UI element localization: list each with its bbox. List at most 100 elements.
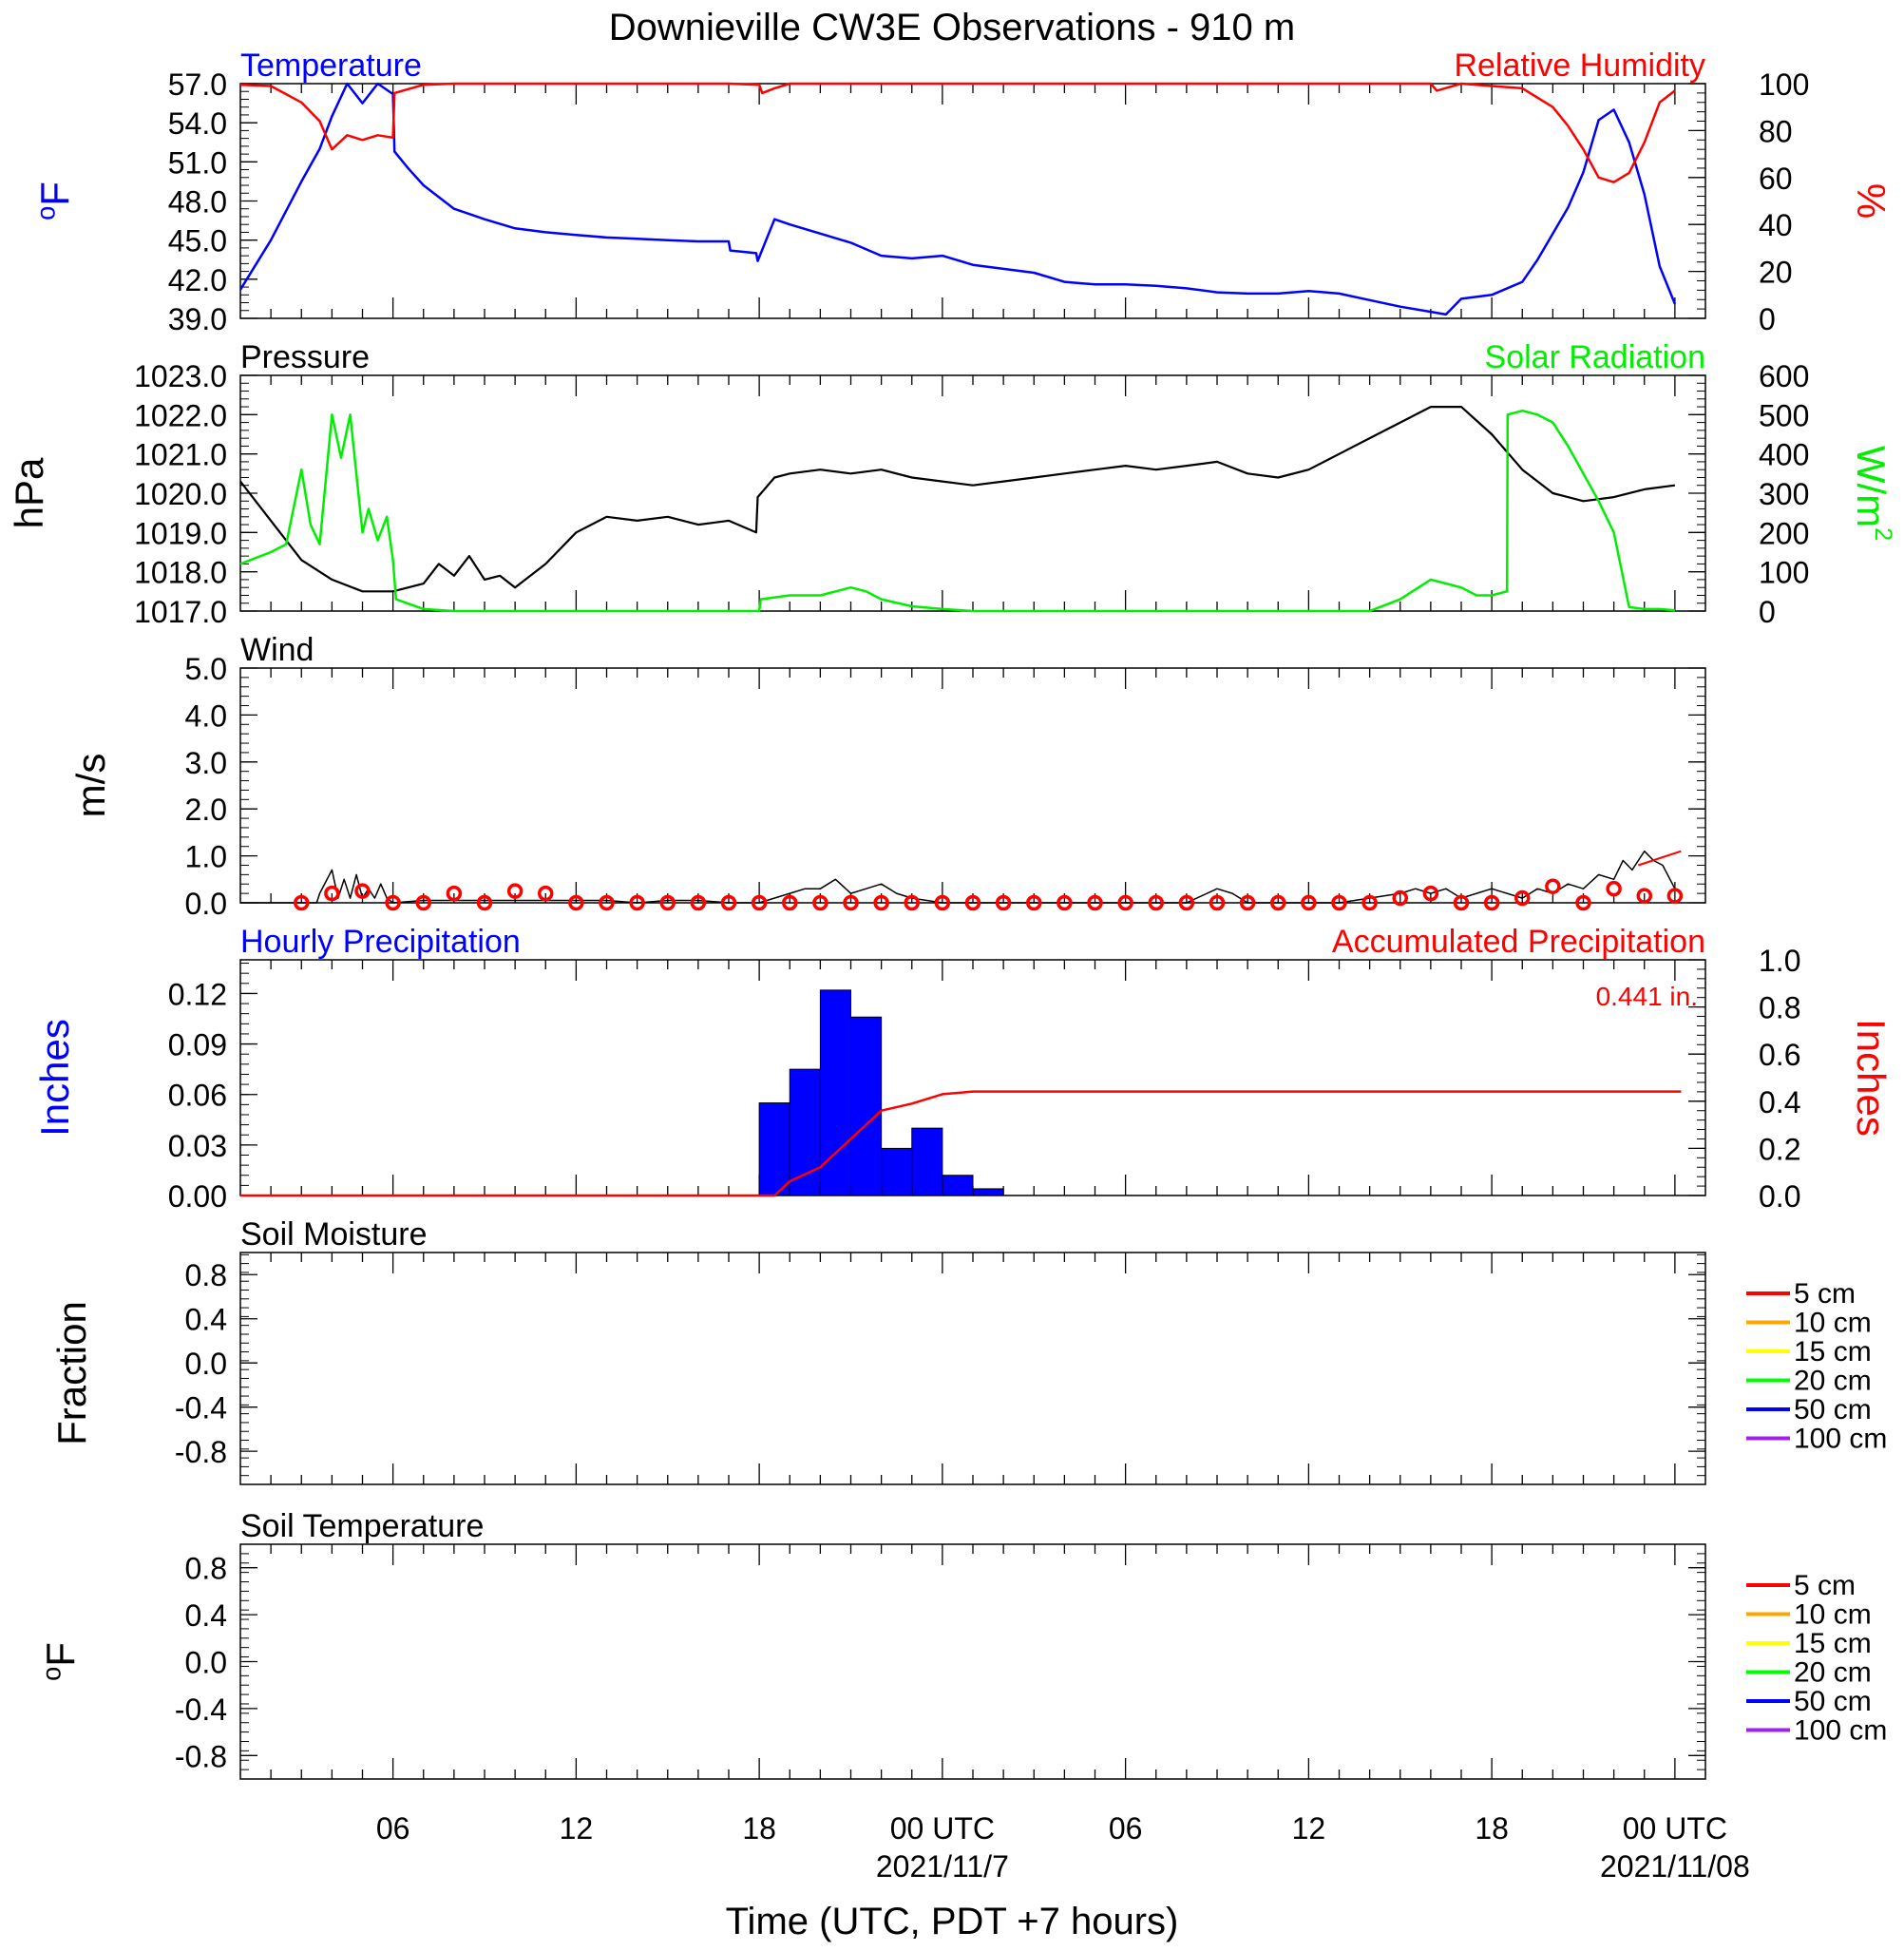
gust-marker xyxy=(1026,894,1042,911)
humidity-units: % xyxy=(1849,183,1894,219)
soil-temperature-legend-label: 100 cm xyxy=(1794,1715,1887,1747)
gust-marker xyxy=(1483,894,1500,911)
temperature-y-tick-label: 45.0 xyxy=(168,224,227,258)
hourly-precip-units: Inches xyxy=(32,1019,77,1137)
pressure-y-tick-label: 1020.0 xyxy=(134,477,227,511)
pressure-line xyxy=(239,406,1676,593)
gust-marker xyxy=(446,885,463,902)
gust-marker xyxy=(1392,889,1408,907)
humidity-y2-tick-label: 100 xyxy=(1759,67,1809,102)
gust-marker xyxy=(385,894,401,911)
soil-moisture-legend-label: 100 cm xyxy=(1794,1424,1887,1455)
gust-marker xyxy=(1514,889,1531,907)
gust-marker xyxy=(506,883,524,899)
temperature-y-tick-label: 57.0 xyxy=(168,67,227,102)
pressure-panel-title: Pressure xyxy=(240,339,370,375)
hourly-precip-bar xyxy=(789,1068,821,1196)
panel-soil-moisture: -0.8 -0.4 0.0 0.4 0.8 Soil Moisture Fraction 5 … xyxy=(49,1216,1887,1485)
hourly-precip-bar xyxy=(819,989,851,1196)
temperature-y-tick-label: 42.0 xyxy=(168,263,227,297)
soil-moisture-legend-label: 5 cm xyxy=(1794,1278,1856,1310)
temperature-y-tick-label: 48.0 xyxy=(168,185,227,220)
soil-temperature-units: oF xyxy=(36,1642,83,1681)
accumulated-precip-line xyxy=(240,1090,1682,1197)
wind-y-tick-label: 4.0 xyxy=(185,698,227,733)
gust-marker xyxy=(1057,894,1073,911)
gust-marker xyxy=(1636,888,1652,904)
hourly-precip-bar xyxy=(972,1188,1004,1196)
solar-y2-tick-label: 0 xyxy=(1759,595,1776,629)
pressure-y-tick-label: 1017.0 xyxy=(134,595,227,629)
accum-precip-total-label: 0.441 in. xyxy=(1596,982,1698,1011)
gust-marker xyxy=(1361,894,1378,911)
wind-units: m/s xyxy=(68,754,113,818)
humidity-y2-tick-label: 80 xyxy=(1759,114,1793,148)
solar-y2-tick-label: 100 xyxy=(1759,556,1809,590)
wind-line xyxy=(240,850,1676,904)
soil-temperature-y-tick-label: 0.8 xyxy=(185,1552,227,1586)
pressure-y-tick-label: 1023.0 xyxy=(134,359,227,393)
precip-panel-frame xyxy=(239,959,1706,1196)
humidity-panel-title: Relative Humidity xyxy=(1454,48,1705,84)
hourly-precip-bar xyxy=(758,1102,790,1196)
temperature-y-tick-label: 51.0 xyxy=(168,145,227,180)
accum-precip-units: Inches xyxy=(1849,1019,1894,1137)
gust-marker xyxy=(995,894,1012,911)
temperature-y-tick-label: 54.0 xyxy=(168,106,227,141)
x-tick-label: 00 UTC xyxy=(890,1811,995,1846)
gust-marker xyxy=(904,894,920,911)
x-date-label: 2021/11/08 xyxy=(1600,1849,1750,1884)
gust-marker xyxy=(1575,894,1591,911)
soil-temperature-panel-frame xyxy=(239,1543,1706,1780)
pressure-y-tick-label: 1018.0 xyxy=(134,556,227,590)
gust-marker xyxy=(934,894,951,911)
hourly-precip-bar xyxy=(911,1127,943,1196)
gust-marker xyxy=(476,894,493,911)
gust-marker xyxy=(1606,880,1622,897)
solar-y2-tick-label: 400 xyxy=(1759,438,1809,472)
x-tick-label: 00 UTC xyxy=(1623,1811,1727,1846)
accum-precip-y2-tick-label: 0.4 xyxy=(1759,1085,1800,1119)
wind-panel-frame xyxy=(239,667,1706,904)
solar-radiation-line xyxy=(239,409,1676,613)
soil-temperature-panel-title: Soil Temperature xyxy=(240,1508,484,1544)
soil-temperature-legend-label: 50 cm xyxy=(1794,1686,1872,1717)
x-tick-label: 06 xyxy=(376,1811,410,1846)
gust-marker xyxy=(324,885,340,902)
humidity-y2-tick-label: 20 xyxy=(1759,256,1793,290)
gust-marker xyxy=(720,894,737,911)
solar-y2-tick-label: 600 xyxy=(1759,359,1809,393)
wind-trend-line xyxy=(1637,850,1682,867)
soil-temperature-legend-label: 15 cm xyxy=(1794,1628,1872,1659)
accum-precip-panel-title: Accumulated Precipitation xyxy=(1332,924,1705,960)
soil-moisture-panel-title: Soil Moisture xyxy=(240,1216,428,1253)
humidity-line xyxy=(239,82,1676,183)
wind-y-tick-label: 0.0 xyxy=(185,887,227,921)
gust-marker xyxy=(1666,888,1684,904)
gust-marker xyxy=(1270,894,1286,911)
gust-marker xyxy=(873,894,889,911)
chart-title: Downieville CW3E Observations - 910 m xyxy=(609,7,1295,48)
gust-marker xyxy=(294,894,310,911)
solar-y2-tick-label: 200 xyxy=(1759,516,1809,550)
soil-moisture-y-tick-label: -0.8 xyxy=(175,1435,227,1469)
gust-marker xyxy=(1422,885,1439,902)
gust-marker xyxy=(629,894,645,911)
wind-y-tick-label: 5.0 xyxy=(185,652,227,686)
soil-moisture-units: Fraction xyxy=(49,1301,94,1445)
temperature-panel-title: Temperature xyxy=(240,48,422,84)
hourly-precip-bar xyxy=(850,1016,883,1196)
temperature-y-tick-label: 39.0 xyxy=(168,302,227,336)
gust-marker xyxy=(659,894,676,911)
accum-precip-y2-tick-label: 0.0 xyxy=(1759,1179,1800,1214)
humidity-y2-tick-label: 40 xyxy=(1759,208,1793,242)
hourly-precip-bar xyxy=(881,1147,913,1196)
x-date-label: 2021/11/7 xyxy=(876,1849,1009,1884)
panel-precipitation: 0.00 0.03 0.06 0.09 0.12 0.0 0.2 0.4 0.6 0.8 1.0 Ho… xyxy=(32,924,1894,1214)
soil-temperature-y-tick-label: 0.4 xyxy=(185,1598,227,1633)
humidity-y2-tick-label: 60 xyxy=(1759,162,1793,196)
soil-moisture-y-tick-label: 0.4 xyxy=(185,1303,227,1337)
accum-precip-y2-tick-label: 0.8 xyxy=(1759,991,1800,1025)
